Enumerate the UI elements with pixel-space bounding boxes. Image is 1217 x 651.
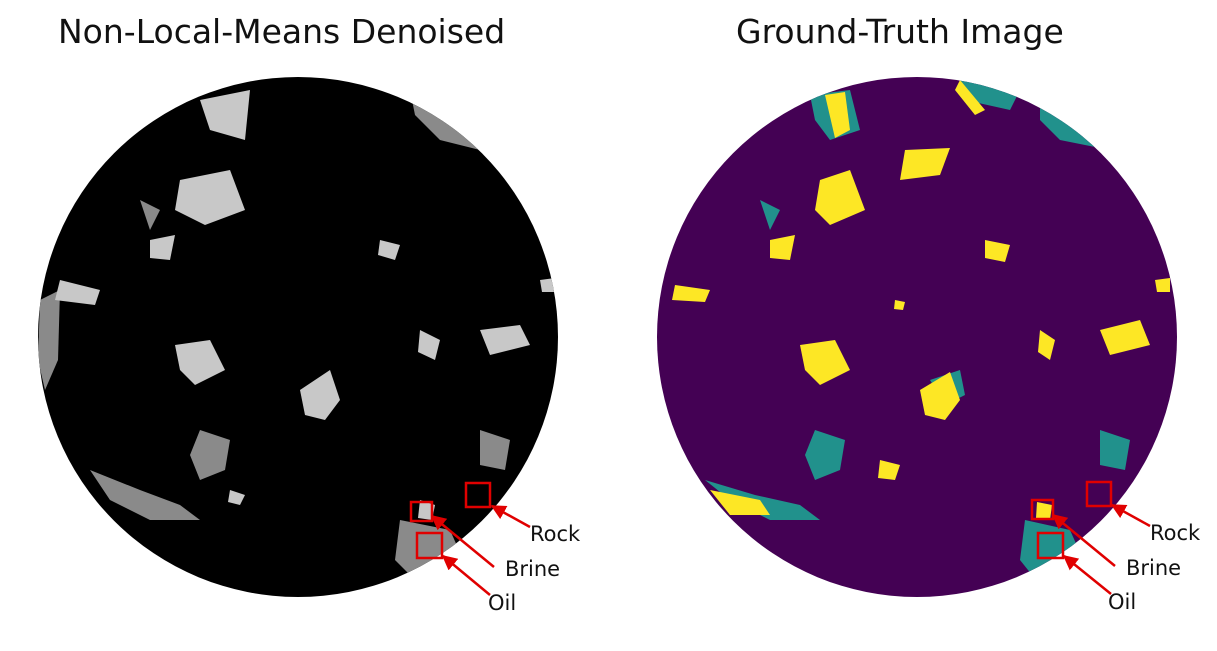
right-brine-label: Brine	[1126, 556, 1181, 580]
right-brine-box	[1030, 498, 1055, 521]
left-oil-label: Oil	[488, 591, 516, 615]
right-panel-title: Ground-Truth Image	[736, 12, 1064, 51]
left-annotations: Rock Brine Oil	[409, 481, 581, 615]
right-sample-disc	[657, 77, 1177, 597]
right-rock-box	[1085, 480, 1113, 508]
left-oil-box	[415, 531, 444, 560]
right-rock-arrow	[1110, 503, 1151, 528]
left-brine-box	[409, 500, 434, 523]
right-brine-regions	[672, 80, 1170, 520]
right-oil-arrow	[1062, 555, 1112, 595]
right-brine-arrow	[1051, 514, 1116, 567]
left-rock-label: Rock	[530, 522, 581, 546]
left-oil-arrow	[441, 555, 491, 596]
right-annotations: Rock Brine Oil	[1030, 480, 1201, 614]
right-rock-label: Rock	[1150, 521, 1201, 545]
left-brine-regions	[55, 90, 555, 520]
left-brine-label: Brine	[505, 557, 560, 581]
left-sample-disc	[38, 77, 558, 597]
right-oil-box	[1036, 531, 1065, 560]
right-oil-label: Oil	[1108, 590, 1136, 614]
denoised-image	[38, 77, 558, 597]
left-panel-title: Non-Local-Means Denoised	[58, 12, 506, 51]
left-rock-arrow	[490, 504, 531, 529]
left-rock-box	[464, 481, 492, 509]
left-brine-arrow	[430, 515, 495, 568]
ground-truth-image	[657, 77, 1177, 597]
